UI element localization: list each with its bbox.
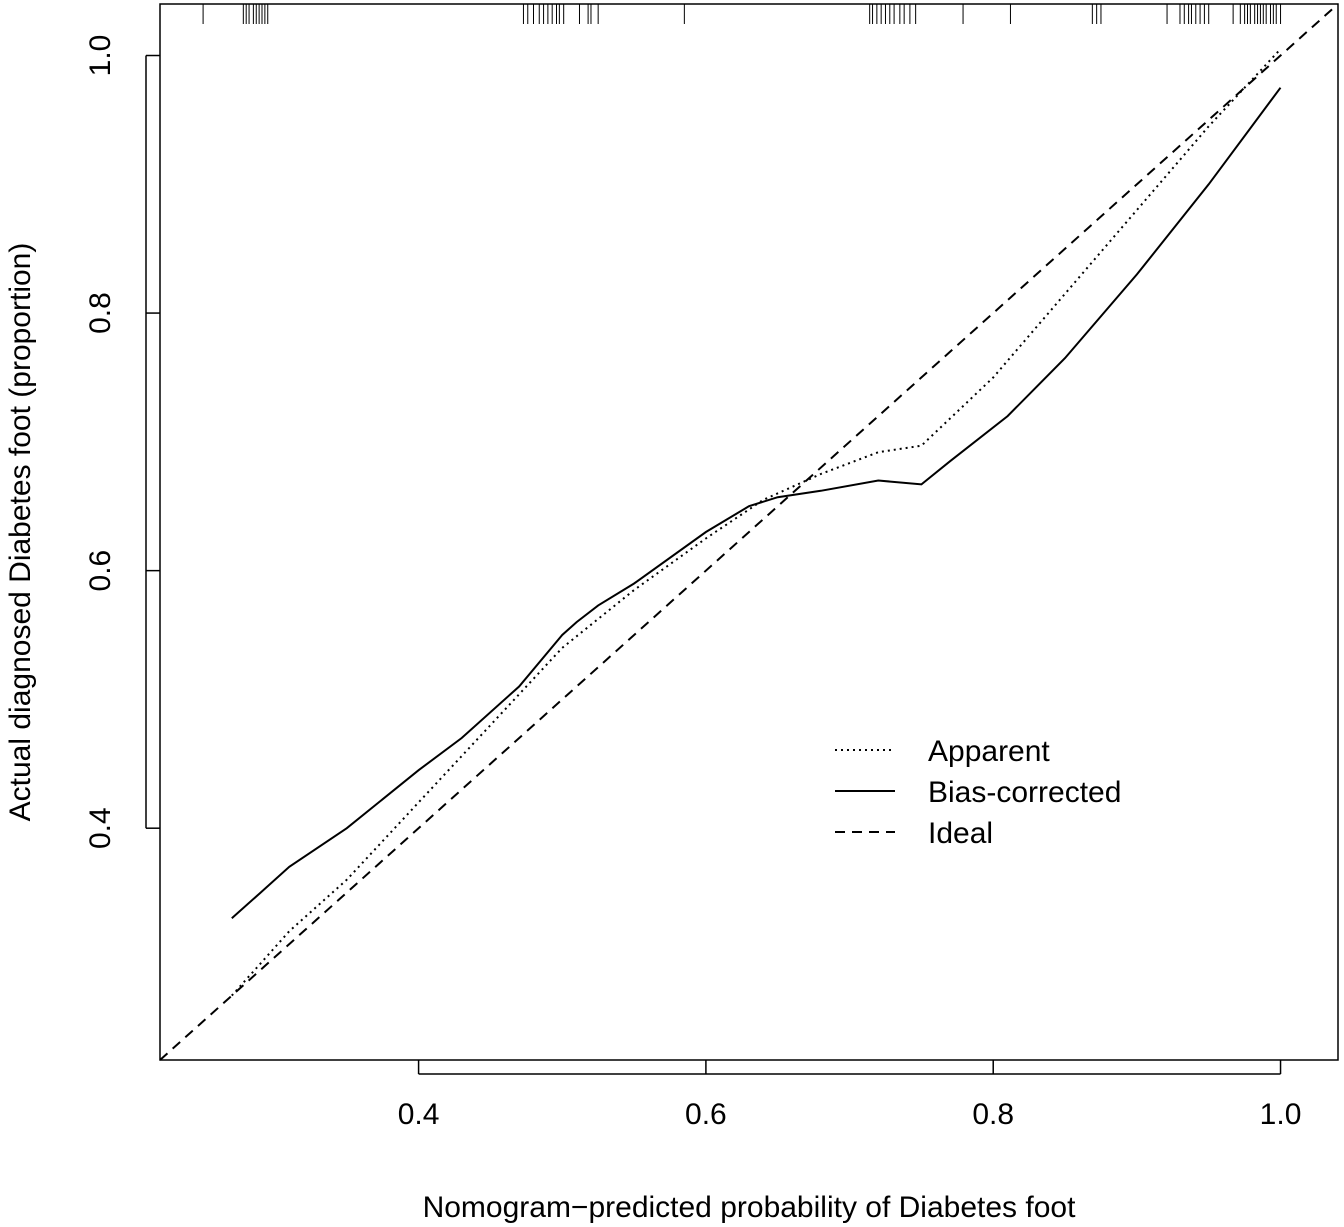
legend: Apparent Bias-corrected Ideal [835,735,1121,850]
legend-label-ideal: Ideal [928,817,993,850]
x-tick-label: 0.8 [972,1098,1014,1131]
legend-label-bias-corrected: Bias-corrected [928,776,1121,809]
series-line-ideal [159,3,1339,1061]
y-axis: 0.4 0.6 0.8 1.0 [84,35,160,849]
series-line-apparent [231,48,1282,997]
rug-layer [202,4,1282,24]
x-tick-label: 1.0 [1260,1098,1302,1131]
x-tick-label: 0.4 [398,1098,440,1131]
y-tick-label: 0.6 [84,550,117,592]
y-axis-title: Actual diagnosed Diabetes foot (proporti… [4,243,37,822]
x-tick-label: 0.6 [685,1098,727,1131]
y-tick-label: 1.0 [84,35,117,77]
x-axis-title: Nomogram−predicted probability of Diabet… [423,1191,1077,1224]
series-layer [159,3,1339,1061]
series-line-bias-corrected [231,87,1282,920]
plot-frame-layer [159,3,1339,1061]
y-tick-label: 0.4 [84,807,117,849]
x-axis: 0.4 0.6 0.8 1.0 [398,1060,1302,1131]
y-tick-label: 0.8 [84,292,117,334]
plot-box [159,3,1339,1061]
legend-label-apparent: Apparent [928,735,1050,768]
